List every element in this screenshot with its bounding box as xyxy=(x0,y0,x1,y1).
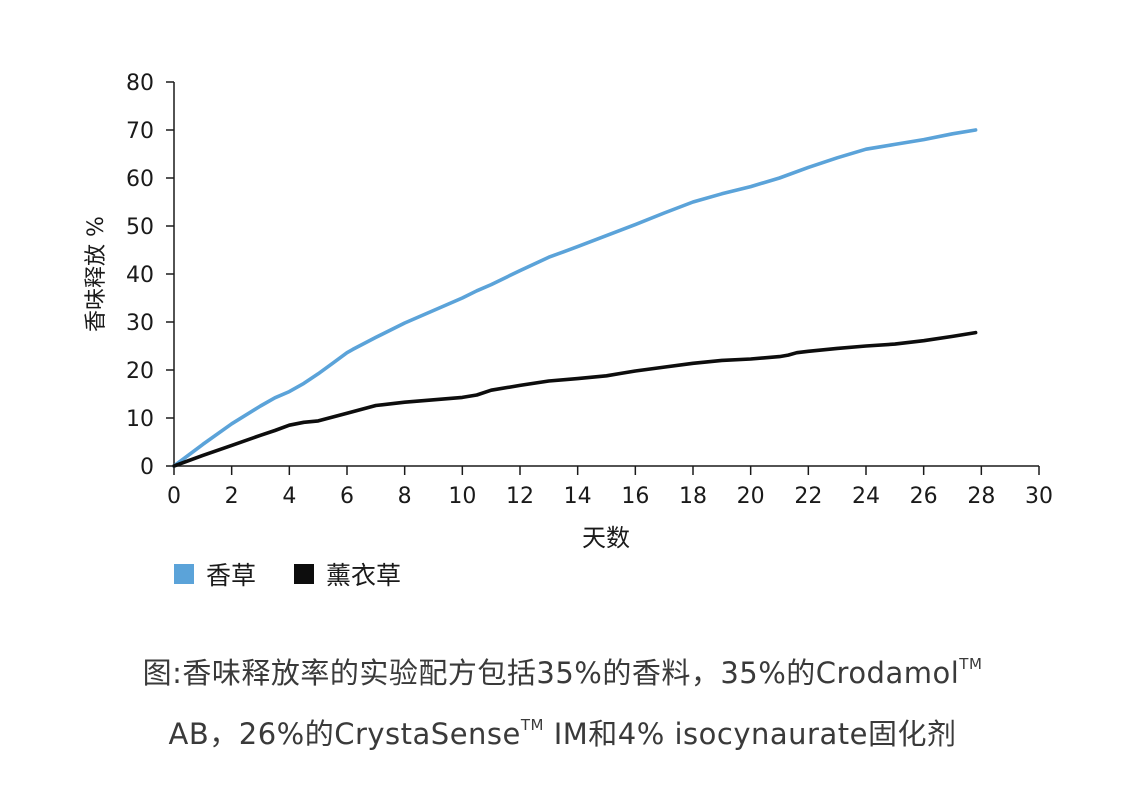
legend-swatch-vanilla xyxy=(174,564,194,584)
x-tick-label: 28 xyxy=(967,484,995,509)
x-tick-label: 22 xyxy=(794,484,822,509)
series-line-vanilla xyxy=(172,128,978,468)
caption-line-2-text-a: AB，26%的CrystaSense xyxy=(168,717,521,751)
y-tick-label: 10 xyxy=(126,407,154,432)
x-tick-label: 6 xyxy=(340,484,354,509)
x-tick-label: 4 xyxy=(282,484,296,509)
x-tick-label: 10 xyxy=(448,484,476,509)
series-layer xyxy=(172,128,978,468)
x-tick-label: 26 xyxy=(910,484,938,509)
y-tick-label: 50 xyxy=(126,215,154,240)
x-tick-label: 20 xyxy=(737,484,765,509)
x-tick-label: 12 xyxy=(506,484,534,509)
y-tick-label: 30 xyxy=(126,311,154,336)
legend-swatch-lavender xyxy=(294,564,315,584)
x-tick-label: 0 xyxy=(167,484,181,509)
x-tick-label: 2 xyxy=(225,484,239,509)
series-line-lavender xyxy=(172,330,978,468)
x-axis-label: 天数 xyxy=(582,524,630,552)
x-tick-label: 18 xyxy=(679,484,707,509)
legend-label-vanilla: 香草 xyxy=(206,561,257,590)
x-tick-label: 14 xyxy=(564,484,592,509)
y-tick-label: 80 xyxy=(126,71,154,96)
caption-line-1-trademark: TM xyxy=(959,655,983,673)
legend: 香草 薰衣草 xyxy=(174,556,439,592)
caption-line-2-trademark: TM xyxy=(520,716,544,734)
x-tick-label: 24 xyxy=(852,484,880,509)
y-tick-label: 20 xyxy=(126,359,154,384)
y-tick-label: 40 xyxy=(126,263,154,288)
x-tick-label: 30 xyxy=(1025,484,1053,509)
caption-line-1-text: 图:香味释放率的实验配方包括35%的香料，35%的Crodamol xyxy=(142,656,960,690)
y-tick-label: 0 xyxy=(140,455,154,480)
x-tick-label: 8 xyxy=(398,484,412,509)
x-tick-label: 16 xyxy=(621,484,649,509)
legend-label-lavender: 薰衣草 xyxy=(326,561,402,590)
legend-item-lavender: 薰衣草 xyxy=(294,556,401,592)
caption-line-2: AB，26%的CrystaSenseTM IM和4% isocynaurate固… xyxy=(0,711,1125,753)
legend-item-vanilla: 香草 xyxy=(174,556,256,592)
y-axis-label: 香味释放 % xyxy=(84,216,109,332)
y-tick-label: 70 xyxy=(126,119,154,144)
caption-line-1: 图:香味释放率的实验配方包括35%的香料，35%的CrodamolTM xyxy=(0,650,1125,692)
y-tick-label: 60 xyxy=(126,167,154,192)
caption-line-2-text-b: IM和4% isocynaurate固化剂 xyxy=(543,717,957,751)
